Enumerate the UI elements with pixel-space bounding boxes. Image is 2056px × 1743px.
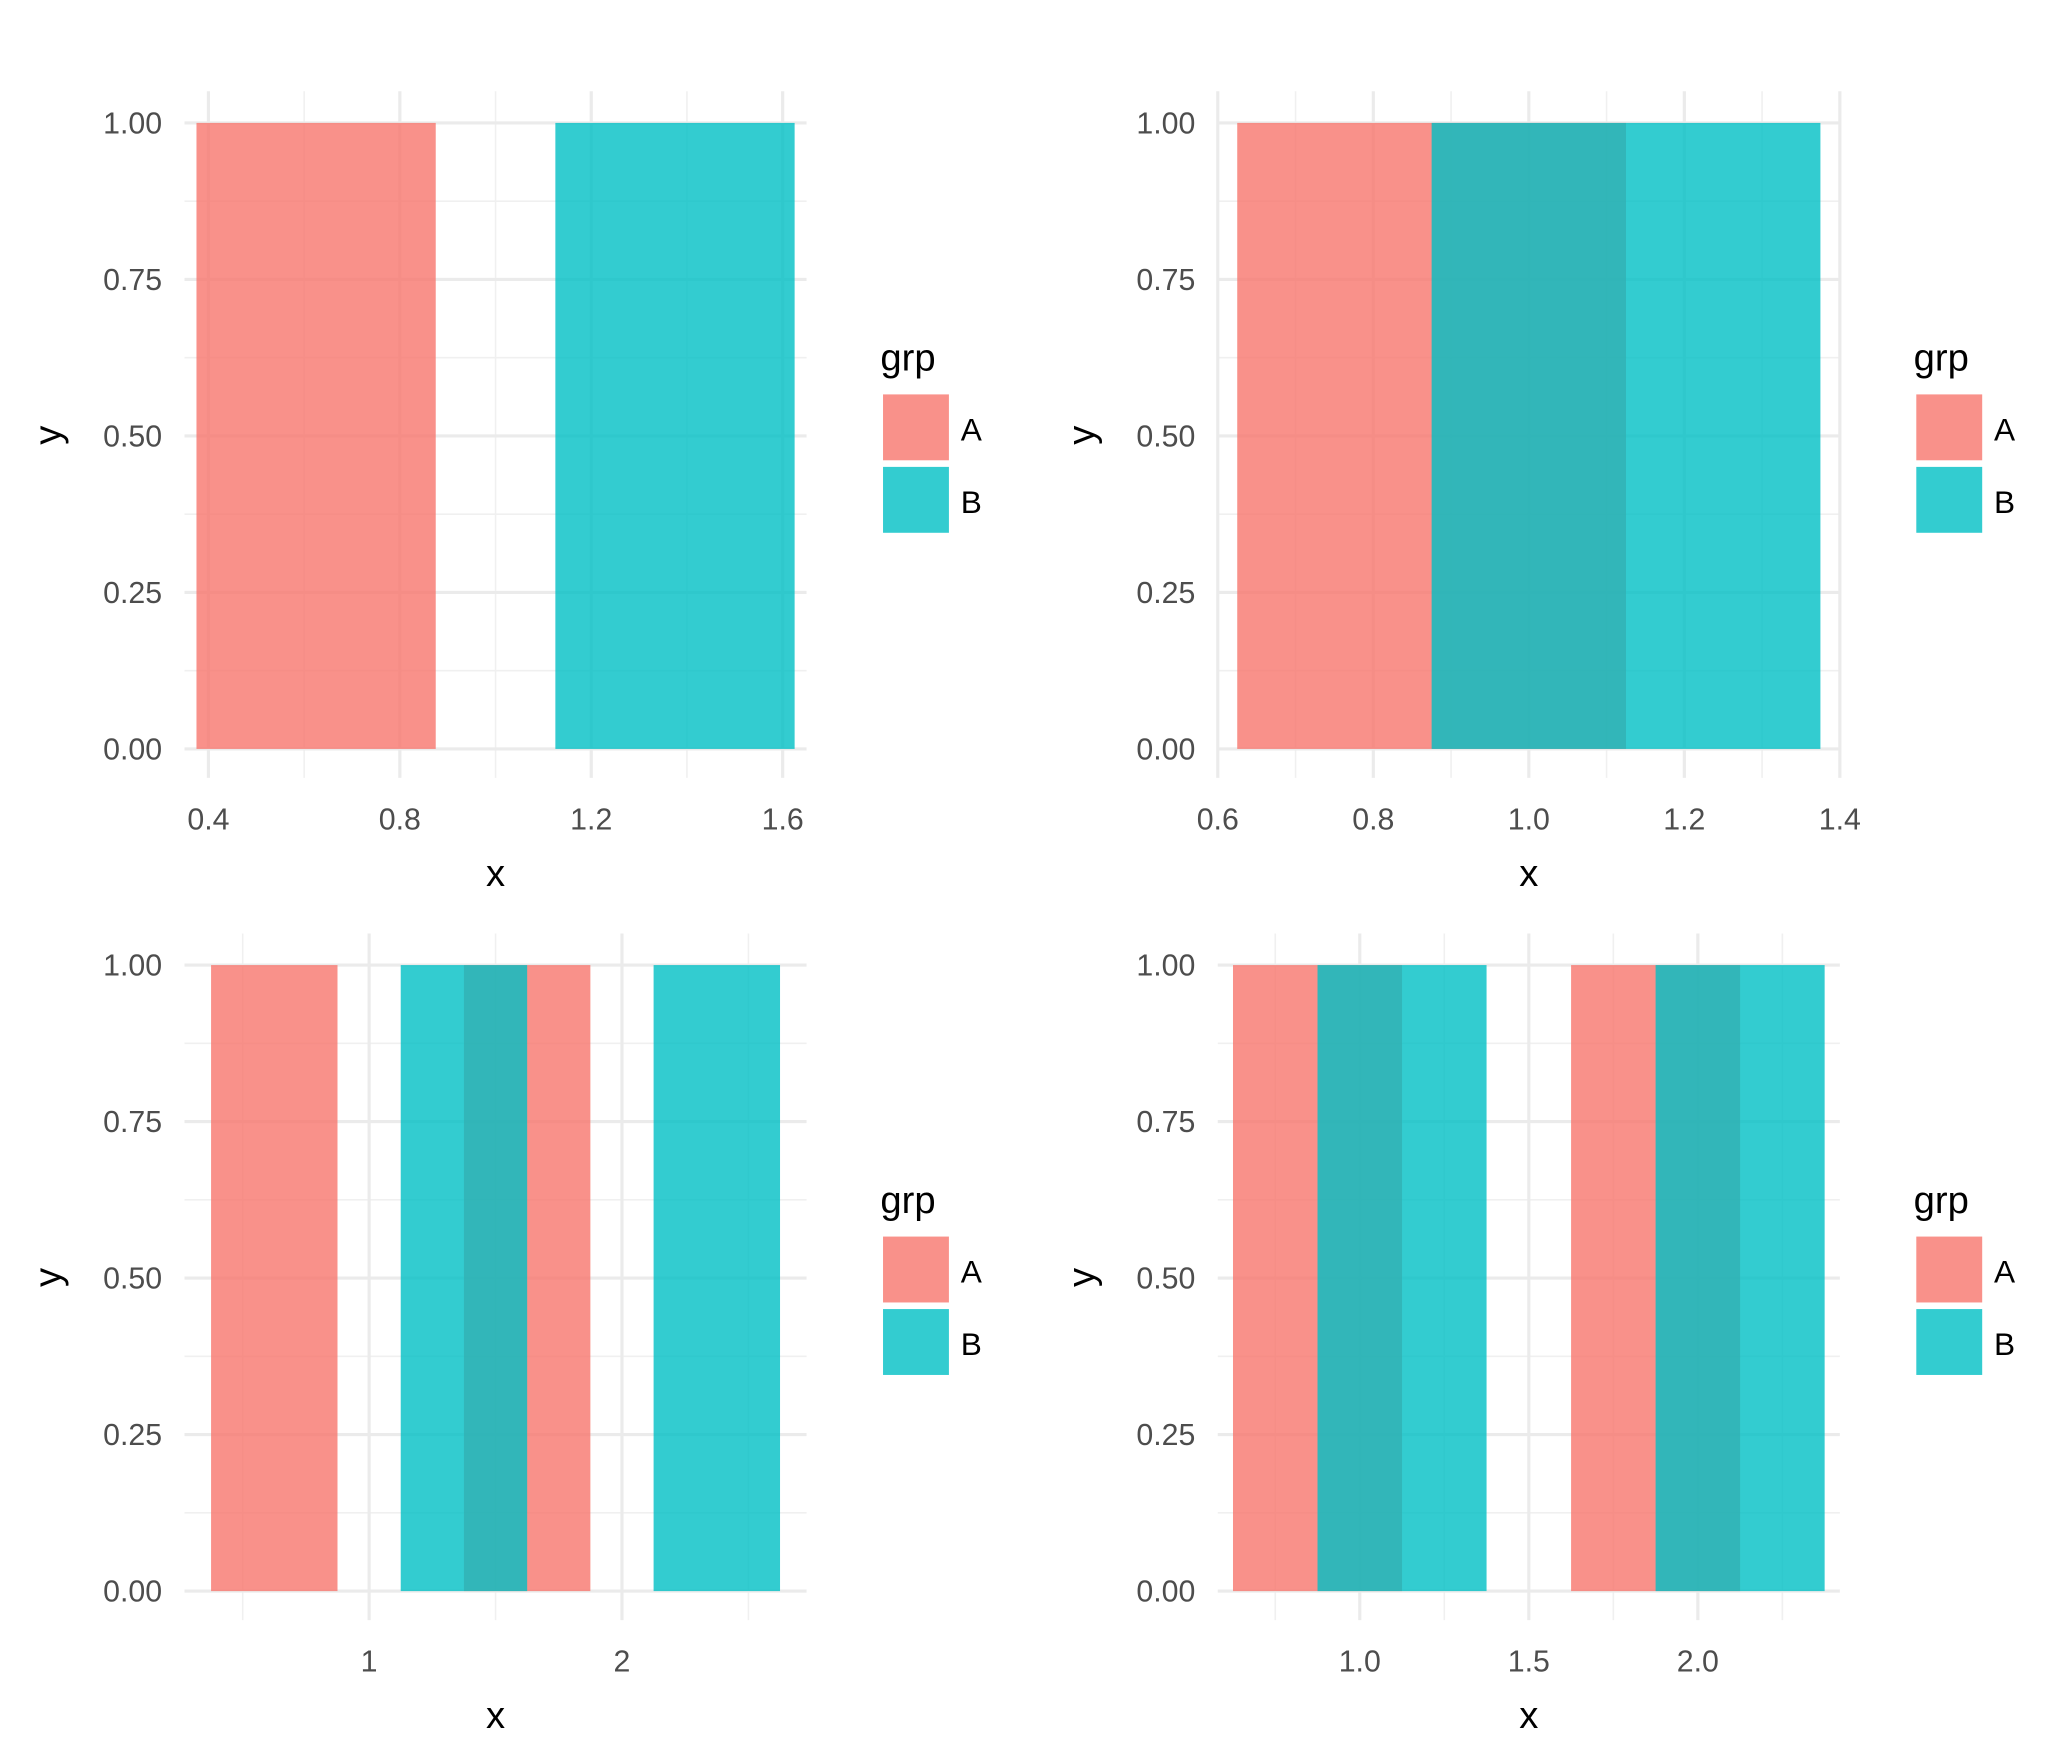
x-tick-label: 0.6: [1197, 803, 1239, 836]
legend: grp AB: [1914, 1179, 2016, 1375]
panel-3: 0.00 0.25 0.50 0.75 1.00 1 2 x y grp AB: [27, 933, 983, 1737]
bar-B: [653, 965, 781, 1592]
legend-title: grp: [1914, 337, 1969, 380]
x-tick-label: 1: [361, 1645, 378, 1678]
y-tick-label: 0.25: [103, 577, 162, 610]
x-tick-label: 1.0: [1339, 1645, 1381, 1678]
bar-B: [1655, 965, 1825, 1592]
y-tick-label: 0.50: [103, 420, 162, 453]
legend-label-A: A: [961, 1254, 983, 1290]
legend-key-A: [883, 1236, 949, 1303]
y-tick-label: 0.00: [103, 1576, 162, 1609]
x-tick-label: 1.5: [1508, 1645, 1550, 1678]
bar-B: [400, 965, 528, 1592]
x-tick-label: 1.0: [1508, 803, 1550, 836]
x-tick-label: 1.6: [762, 803, 804, 836]
legend-title: grp: [1914, 1179, 1969, 1222]
legend-key-B: [1916, 466, 1983, 533]
legend-key-A: [1916, 1236, 1983, 1303]
panel-1: 0.00 0.25 0.50 0.75 1.00 0.4 0.8 1.2 1.6 x y grp AB: [27, 91, 983, 895]
legend-title: grp: [880, 1179, 935, 1222]
legend-label-B: B: [961, 484, 982, 520]
y-axis-title: y: [1060, 1267, 1103, 1287]
y-axis-title: y: [27, 425, 70, 445]
x-tick-label: 2: [614, 1645, 631, 1678]
legend-label-A: A: [1994, 1254, 2016, 1290]
legend-key-B: [1916, 1309, 1983, 1375]
x-axis-title: x: [1519, 852, 1538, 895]
x-axis-title: x: [486, 1694, 505, 1737]
y-tick-label: 0.50: [1136, 420, 1195, 453]
legend-label-B: B: [1994, 1326, 2015, 1362]
y-tick-label: 0.75: [1136, 1106, 1195, 1139]
legend-key-A: [883, 394, 949, 461]
y-tick-label: 1.00: [1136, 950, 1195, 983]
legend-label-B: B: [961, 1326, 982, 1362]
panel-4: 0.00 0.25 0.50 0.75 1.00 1.0 1.5 2.0 x y grp AB: [1060, 933, 2016, 1737]
x-tick-label: 1.2: [1663, 803, 1705, 836]
y-tick-label: 0.25: [1136, 577, 1195, 610]
y-tick-label: 0.50: [1136, 1263, 1195, 1296]
bar-B: [1317, 965, 1487, 1592]
legend: grp AB: [1914, 337, 2016, 533]
y-tick-label: 0.00: [1136, 733, 1195, 766]
legend-key-A: [1916, 394, 1983, 461]
x-tick-label: 0.8: [1352, 803, 1394, 836]
legend-key-B: [883, 466, 949, 533]
bar-B: [1431, 122, 1821, 749]
y-axis-title: y: [27, 1267, 70, 1287]
legend-label-A: A: [1994, 412, 2016, 448]
legend-title: grp: [880, 337, 935, 380]
legend-key-B: [883, 1309, 949, 1375]
y-axis-title: y: [1060, 425, 1103, 445]
bar-A: [196, 122, 436, 749]
x-tick-label: 1.2: [570, 803, 612, 836]
x-tick-label: 1.4: [1819, 803, 1861, 836]
x-tick-label: 0.8: [379, 803, 421, 836]
y-tick-label: 0.75: [103, 264, 162, 297]
bar-A: [211, 965, 338, 1592]
legend-label-B: B: [1994, 484, 2015, 520]
y-tick-label: 0.00: [1136, 1576, 1195, 1609]
y-tick-label: 0.75: [103, 1106, 162, 1139]
y-tick-label: 1.00: [103, 950, 162, 983]
panel-2: 0.00 0.25 0.50 0.75 1.00 0.6 0.8 1.0 1.2 1.4 x y grp…: [1060, 91, 2016, 895]
y-tick-label: 0.25: [1136, 1419, 1195, 1452]
y-tick-label: 0.75: [1136, 264, 1195, 297]
legend: grp AB: [880, 1179, 983, 1375]
legend-label-A: A: [961, 412, 983, 448]
y-tick-label: 0.00: [103, 733, 162, 766]
y-tick-label: 0.25: [103, 1419, 162, 1452]
x-axis-title: x: [486, 852, 505, 895]
bar-B: [555, 122, 795, 749]
legend: grp AB: [880, 337, 983, 533]
x-tick-label: 2.0: [1677, 1645, 1719, 1678]
y-tick-label: 0.50: [103, 1263, 162, 1296]
x-axis-title: x: [1519, 1694, 1538, 1737]
y-tick-label: 1.00: [1136, 107, 1195, 140]
y-tick-label: 1.00: [103, 107, 162, 140]
x-tick-label: 0.4: [187, 803, 229, 836]
